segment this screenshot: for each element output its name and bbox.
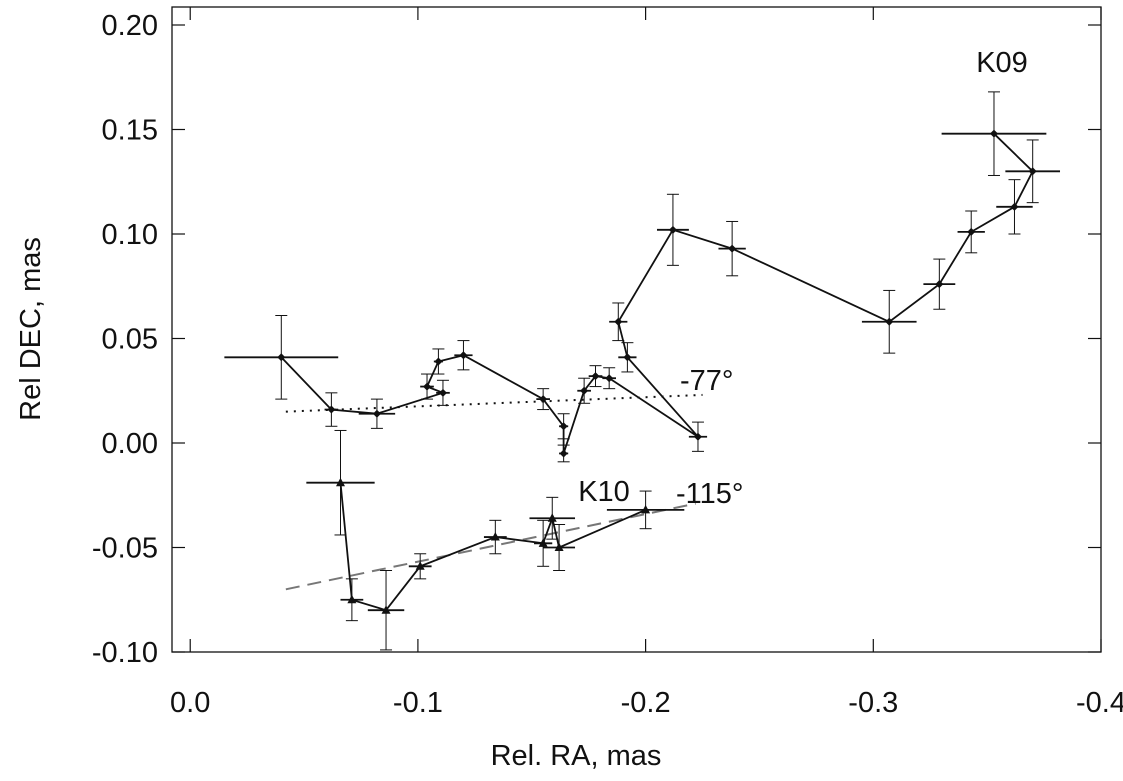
y-axis-ticks: 0.20 0.15 0.10 0.05 0.00 -0.05 -0.10	[92, 10, 1101, 669]
data-point	[885, 317, 894, 326]
y-axis-label: Rel DEC, mas	[15, 237, 47, 421]
data-point	[559, 422, 568, 431]
series-layer	[224, 91, 1061, 651]
x-axis-ticks: 0.0 -0.1 -0.2 -0.3 -0.4	[170, 7, 1123, 719]
data-point	[935, 280, 944, 289]
data-point	[623, 353, 632, 362]
data-point	[591, 372, 600, 381]
data-point	[559, 449, 568, 458]
data-point	[728, 244, 737, 253]
series-k09	[224, 91, 1061, 463]
y-tick-label: 0.15	[102, 115, 158, 147]
y-tick-label: -0.05	[92, 533, 158, 565]
data-point	[1010, 202, 1019, 211]
data-point	[693, 432, 702, 441]
series-k10	[306, 429, 685, 651]
data-point	[438, 388, 447, 397]
data-point	[434, 357, 443, 366]
y-tick-label: 0.00	[102, 428, 158, 460]
data-point	[668, 225, 677, 234]
data-point	[605, 374, 614, 383]
angle-label: -77°	[680, 365, 734, 397]
plot-border	[171, 6, 1102, 653]
y-tick-label: 0.10	[102, 219, 158, 251]
data-point	[381, 605, 391, 614]
data-point	[277, 353, 286, 362]
data-point	[327, 405, 336, 414]
data-point	[989, 129, 998, 138]
data-point	[967, 227, 976, 236]
x-tick-label: -0.2	[621, 687, 671, 719]
data-point	[372, 409, 381, 418]
trend-line-k09	[285, 393, 703, 413]
data-point	[423, 382, 432, 391]
data-point	[415, 561, 425, 570]
x-tick-label: -0.3	[848, 687, 898, 719]
y-tick-label: 0.20	[102, 10, 158, 42]
angle-label: -115°	[676, 478, 744, 510]
series-name-label: K09	[976, 47, 1028, 79]
y-tick-label: 0.05	[102, 324, 158, 356]
data-point	[580, 386, 589, 395]
trend-lines	[285, 393, 703, 591]
series-labels: K09 -77° K10 -115°	[578, 47, 1028, 510]
x-axis-label: Rel. RA, mas	[491, 740, 662, 772]
data-point	[335, 477, 345, 487]
data-point	[490, 532, 500, 541]
data-point	[554, 542, 564, 551]
data-point	[539, 395, 548, 404]
y-tick-label: -0.10	[92, 637, 158, 669]
data-point	[614, 317, 623, 326]
trend-line-k10	[285, 502, 696, 591]
data-point	[347, 594, 357, 604]
series-name-label: K10	[578, 476, 630, 508]
x-tick-label: -0.1	[393, 687, 443, 719]
series-line	[280, 133, 1034, 454]
x-tick-label: -0.4	[1076, 687, 1123, 719]
data-point	[459, 351, 468, 360]
data-point	[1028, 167, 1037, 176]
data-point	[547, 513, 557, 522]
plot-frame	[171, 6, 1102, 653]
x-tick-label: 0.0	[170, 687, 210, 719]
data-point	[538, 538, 548, 547]
data-point	[641, 504, 651, 514]
